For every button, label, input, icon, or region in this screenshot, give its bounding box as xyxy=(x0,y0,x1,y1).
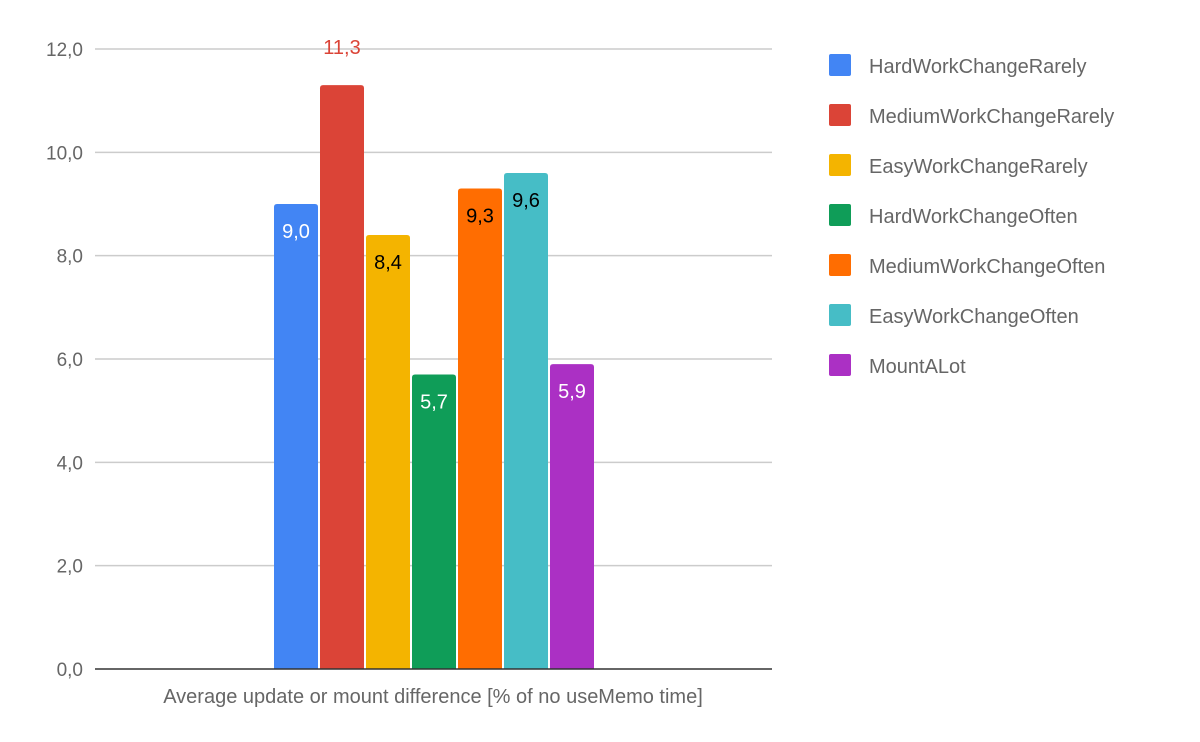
bar xyxy=(274,204,318,669)
bar xyxy=(320,85,364,669)
legend-swatch xyxy=(829,304,851,326)
data-label: 5,9 xyxy=(558,381,586,403)
data-label: 9,0 xyxy=(282,221,310,243)
y-tick-label: 4,0 xyxy=(57,453,83,474)
legend-swatch xyxy=(829,354,851,376)
x-axis-label: Average update or mount difference [% of… xyxy=(163,686,703,708)
legend-swatch xyxy=(829,104,851,126)
data-label: 11,3 xyxy=(323,37,360,59)
legend-label: MediumWorkChangeOften xyxy=(869,256,1105,278)
gridlines xyxy=(95,48,772,567)
bar xyxy=(412,374,456,669)
y-tick-label: 2,0 xyxy=(57,557,83,578)
data-label: 9,3 xyxy=(466,206,494,228)
legend-label: HardWorkChangeOften xyxy=(869,206,1078,228)
y-axis-ticks: 0,0 2,0 4,0 6,0 8,0 10,0 12,0 xyxy=(46,40,83,681)
data-label: 8,4 xyxy=(374,252,402,274)
data-label: 9,6 xyxy=(512,190,540,212)
legend-swatch xyxy=(829,254,851,276)
legend-label: HardWorkChangeRarely xyxy=(869,56,1087,78)
y-tick-label: 6,0 xyxy=(57,350,83,371)
bar xyxy=(366,235,410,669)
legend-label: MountALot xyxy=(869,356,966,378)
bar xyxy=(458,188,502,669)
legend-swatch xyxy=(829,154,851,176)
bar xyxy=(504,173,548,669)
legend: HardWorkChangeRarely MediumWorkChangeRare… xyxy=(829,54,1114,378)
y-tick-label: 0,0 xyxy=(57,660,83,681)
y-tick-label: 10,0 xyxy=(46,143,83,164)
bars: 9,0 11,3 8,4 5,7 9,3 9,6 5,9 xyxy=(274,37,594,669)
y-tick-label: 12,0 xyxy=(46,40,83,61)
data-label: 5,7 xyxy=(420,392,448,414)
legend-swatch xyxy=(829,204,851,226)
legend-swatch xyxy=(829,54,851,76)
y-tick-label: 8,0 xyxy=(57,247,83,268)
bar xyxy=(550,364,594,669)
legend-label: MediumWorkChangeRarely xyxy=(869,106,1114,128)
legend-label: EasyWorkChangeRarely xyxy=(869,156,1088,178)
legend-label: EasyWorkChangeOften xyxy=(869,306,1079,328)
